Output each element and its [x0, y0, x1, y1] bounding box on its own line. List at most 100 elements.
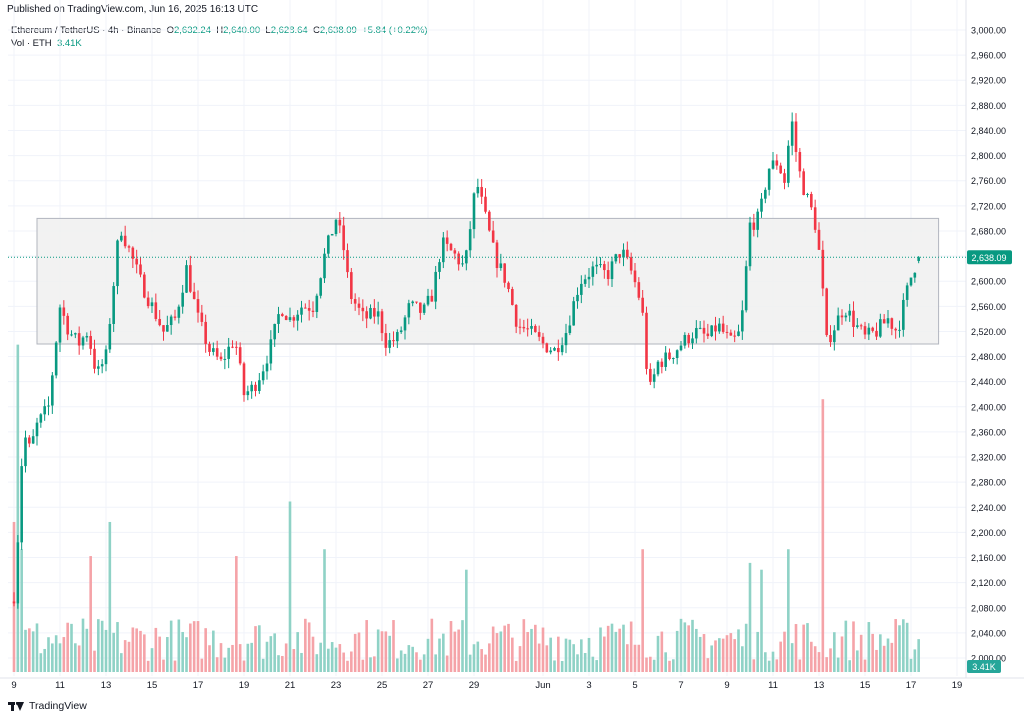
footer[interactable]: TradingView	[8, 700, 87, 712]
volume-bar	[848, 660, 851, 672]
volume-bar	[457, 629, 460, 672]
x-tick-label: 29	[469, 680, 480, 691]
candle-body	[530, 325, 533, 329]
volume-bar	[388, 635, 391, 672]
candle-body	[338, 219, 342, 226]
candles	[12, 112, 920, 609]
candle-body	[825, 288, 828, 336]
candle-body	[844, 315, 848, 318]
volume-bar	[449, 621, 453, 672]
volume-bar	[599, 627, 602, 672]
candle-body	[12, 601, 16, 604]
candle-body	[97, 366, 100, 369]
volume-bar	[181, 631, 184, 672]
volume-bar	[39, 653, 43, 672]
volume-bar	[411, 646, 414, 672]
volume-bar	[560, 660, 564, 672]
volume-bar	[311, 636, 315, 672]
candle-body	[20, 466, 23, 543]
volume-bar	[879, 634, 882, 672]
volume-bar	[844, 620, 848, 672]
volume-bar	[484, 654, 487, 672]
candle-body	[886, 318, 890, 324]
candle-body	[779, 165, 782, 174]
volume-bar	[445, 655, 449, 672]
candle-body	[227, 346, 230, 359]
candle-body	[767, 168, 771, 190]
candle-body	[909, 277, 913, 286]
candle-body	[890, 318, 894, 329]
candle-body	[158, 318, 161, 326]
volume-bar	[618, 628, 621, 672]
x-tick-label: 5	[632, 680, 637, 691]
y-tick-label: 2,760.00	[971, 176, 1006, 186]
volume-bar	[821, 399, 825, 672]
candle-body	[139, 264, 142, 275]
candle-body	[89, 336, 92, 349]
volume-bar	[545, 645, 549, 672]
candle-body	[660, 361, 664, 367]
volume-bar	[120, 653, 123, 672]
volume-bars	[12, 344, 920, 672]
candle-body	[250, 384, 253, 392]
candle-body	[541, 336, 545, 344]
volume-bar	[173, 660, 177, 672]
volume-bar	[729, 633, 733, 672]
candle-body	[587, 276, 591, 280]
candle-body	[576, 294, 579, 302]
candle-body	[246, 391, 250, 396]
candle-body	[798, 152, 802, 172]
candle-body	[150, 302, 154, 307]
candle-body	[557, 347, 560, 353]
candle-body	[867, 327, 871, 335]
volume-bar	[813, 646, 817, 672]
volume-bar	[319, 642, 322, 672]
volume-bar	[330, 642, 334, 672]
volume-bar	[714, 640, 717, 672]
candle-body	[495, 242, 499, 269]
candle-body	[315, 295, 319, 312]
candle-body	[422, 304, 426, 313]
volume-bar	[767, 660, 771, 672]
candle-body	[741, 310, 744, 332]
candle-body	[384, 333, 388, 348]
candle-body	[24, 437, 27, 467]
volume-bar	[185, 637, 188, 672]
volume-bar	[913, 649, 917, 672]
volume-bar	[43, 648, 46, 672]
volume-bar	[917, 639, 920, 672]
candle-body	[388, 340, 391, 348]
candle-body	[292, 317, 296, 321]
volume-bar	[898, 625, 901, 672]
candle-body	[143, 274, 146, 298]
volume-bar	[204, 628, 207, 672]
candle-body	[162, 325, 165, 332]
candle-body	[511, 289, 514, 305]
x-tick-label: 11	[55, 680, 65, 691]
volume-bar	[691, 619, 694, 672]
candle-body	[902, 299, 905, 330]
candle-body	[334, 219, 338, 234]
candle-body	[721, 323, 725, 332]
candle-body	[35, 422, 39, 437]
candle-body	[476, 186, 480, 194]
candle-body	[522, 326, 526, 329]
x-tick-label: 17	[193, 680, 204, 691]
volume-label[interactable]: Vol · ETH	[11, 38, 52, 49]
candle-body	[169, 316, 173, 326]
candle-body	[93, 348, 96, 369]
volume-bar	[219, 643, 223, 672]
candle-body	[484, 196, 487, 212]
volume-bar	[833, 632, 836, 672]
candle-body	[74, 333, 77, 335]
volume-bar	[16, 344, 20, 672]
candle-body	[656, 361, 660, 375]
volume-bar	[783, 631, 786, 672]
volume-bar	[373, 656, 376, 672]
volume-bar	[407, 645, 411, 672]
volume-bar	[100, 620, 104, 672]
volume-bar	[752, 659, 756, 672]
volume-bar	[871, 633, 874, 672]
candle-body	[16, 542, 20, 604]
